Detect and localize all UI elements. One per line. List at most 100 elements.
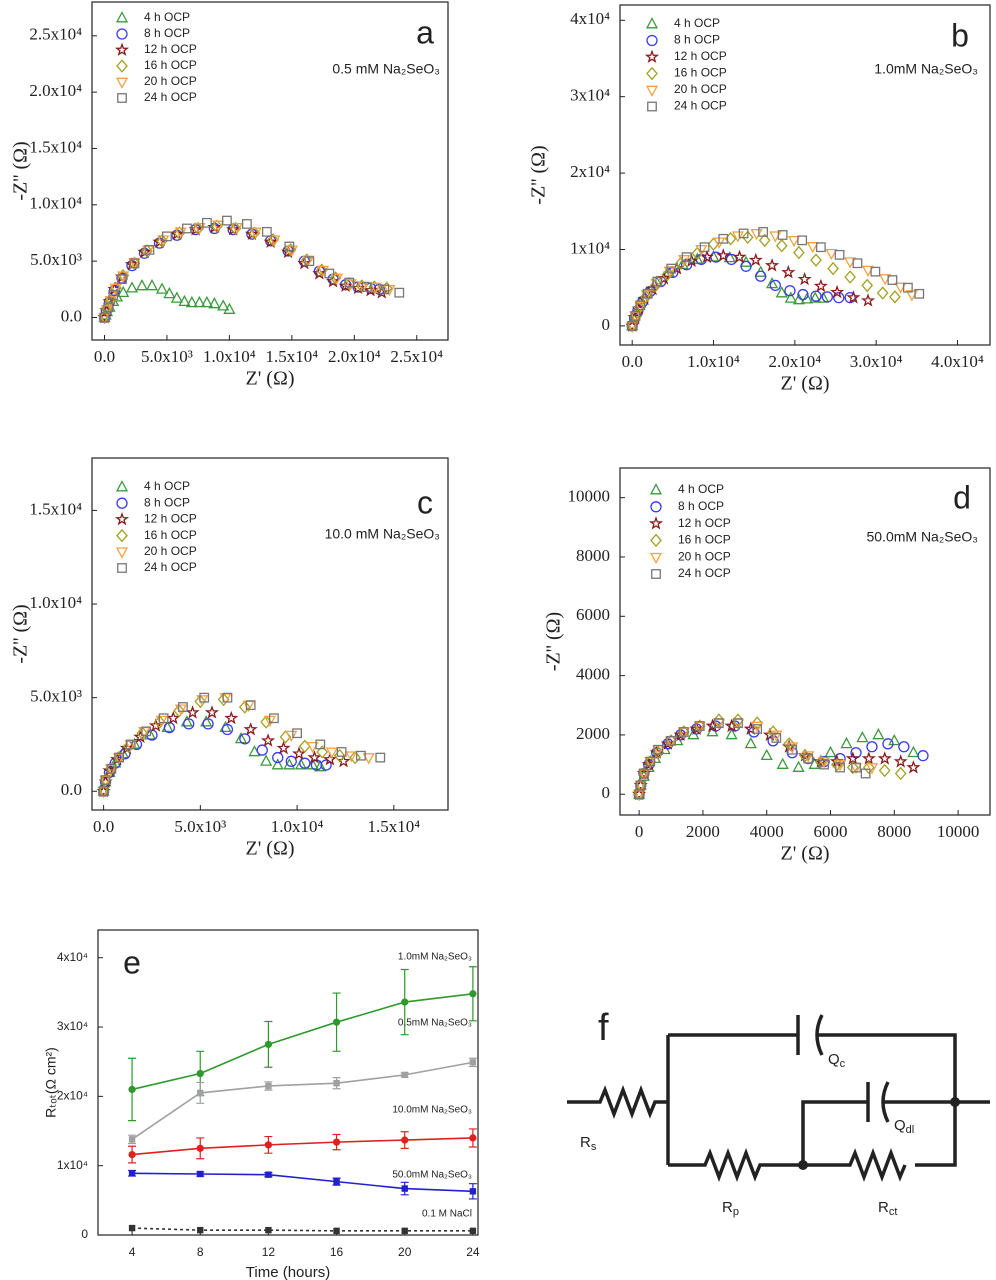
marker [224,710,239,725]
marker [650,278,663,290]
y-tick-label: 6000 [576,605,610,624]
marker [128,1136,136,1143]
marker [145,279,159,291]
marker [699,242,710,253]
marker [297,256,312,270]
marker [332,1018,341,1026]
x-tick-label: 8000 [877,822,911,841]
marker [268,235,281,247]
marker [185,705,200,719]
series-line [131,992,473,1091]
marker [98,786,109,797]
x-tick-label: 4000 [750,822,784,841]
marker [718,233,729,244]
legend-label: 4 h OCP [144,479,190,493]
annotation: 1.0mM Na₂SeO₃ [874,61,978,77]
marker [193,295,206,308]
marker [375,752,386,763]
marker [333,1079,340,1087]
marker [230,222,243,235]
marker [732,249,747,264]
marker [627,320,638,331]
marker [635,780,646,791]
x-axis-title: Z' (Ω) [780,843,829,865]
marker [361,282,372,292]
marker [830,284,845,299]
marker [809,291,822,303]
legend-marker [644,49,660,63]
marker [330,273,343,285]
marker [241,219,252,229]
marker [223,302,236,314]
marker [272,751,284,764]
marker [200,295,213,308]
y-tick-label: 0 [602,315,611,334]
marker [245,700,256,711]
legend-label: 4 h OCP [674,16,720,30]
plot-frame [619,4,991,346]
marker [320,759,332,771]
marker [106,763,117,774]
marker [751,721,764,733]
marker [128,1085,136,1094]
marker [369,282,382,294]
marker [141,726,152,737]
marker [740,260,752,272]
marker [876,286,889,300]
marker [178,294,191,307]
x-tick-label: 10000 [937,822,980,841]
plot-frame [91,1,449,341]
marker [642,288,653,299]
node [798,1160,808,1170]
marker [810,253,822,267]
marker [824,745,837,758]
label-main: R [878,1199,889,1216]
marker [306,741,319,754]
marker [292,728,302,739]
marker [800,292,814,304]
marker [122,739,135,754]
marker [243,722,258,736]
marker [349,750,361,765]
marker [125,739,136,750]
marker [469,1059,477,1066]
marker [128,1150,136,1159]
marker [103,302,114,313]
marker [117,285,130,298]
marker [307,750,322,764]
marker [752,724,763,734]
legend-marker [117,93,127,103]
legend-label: 20 h OCP [144,544,197,558]
marker [211,219,223,233]
legend-marker [115,11,129,23]
marker [221,723,234,736]
marker [260,733,276,747]
capacitor-qdl [866,1081,890,1123]
legend-label: 8 h OCP [674,33,720,47]
marker [819,759,830,770]
marker [653,744,664,755]
marker [781,265,796,279]
marker [212,220,225,232]
marker [860,293,876,307]
marker [870,266,881,277]
y-tick-label: 2.5x10⁴ [29,25,82,44]
y-tick-label: 1x10⁴ [570,238,610,257]
marker [265,1082,272,1090]
marker [865,763,879,775]
marker [640,290,653,302]
x-tick-label: 8 [197,1245,204,1259]
marker [741,230,754,244]
marker [634,301,647,313]
marker [166,710,181,725]
marker [401,1185,408,1192]
legend-marker [117,563,127,573]
marker [777,230,788,240]
marker [294,758,308,770]
legend-marker [645,85,659,97]
marker [249,227,262,239]
marker [155,282,169,294]
marker [652,746,665,760]
x-tick-label: 20 [398,1245,412,1259]
